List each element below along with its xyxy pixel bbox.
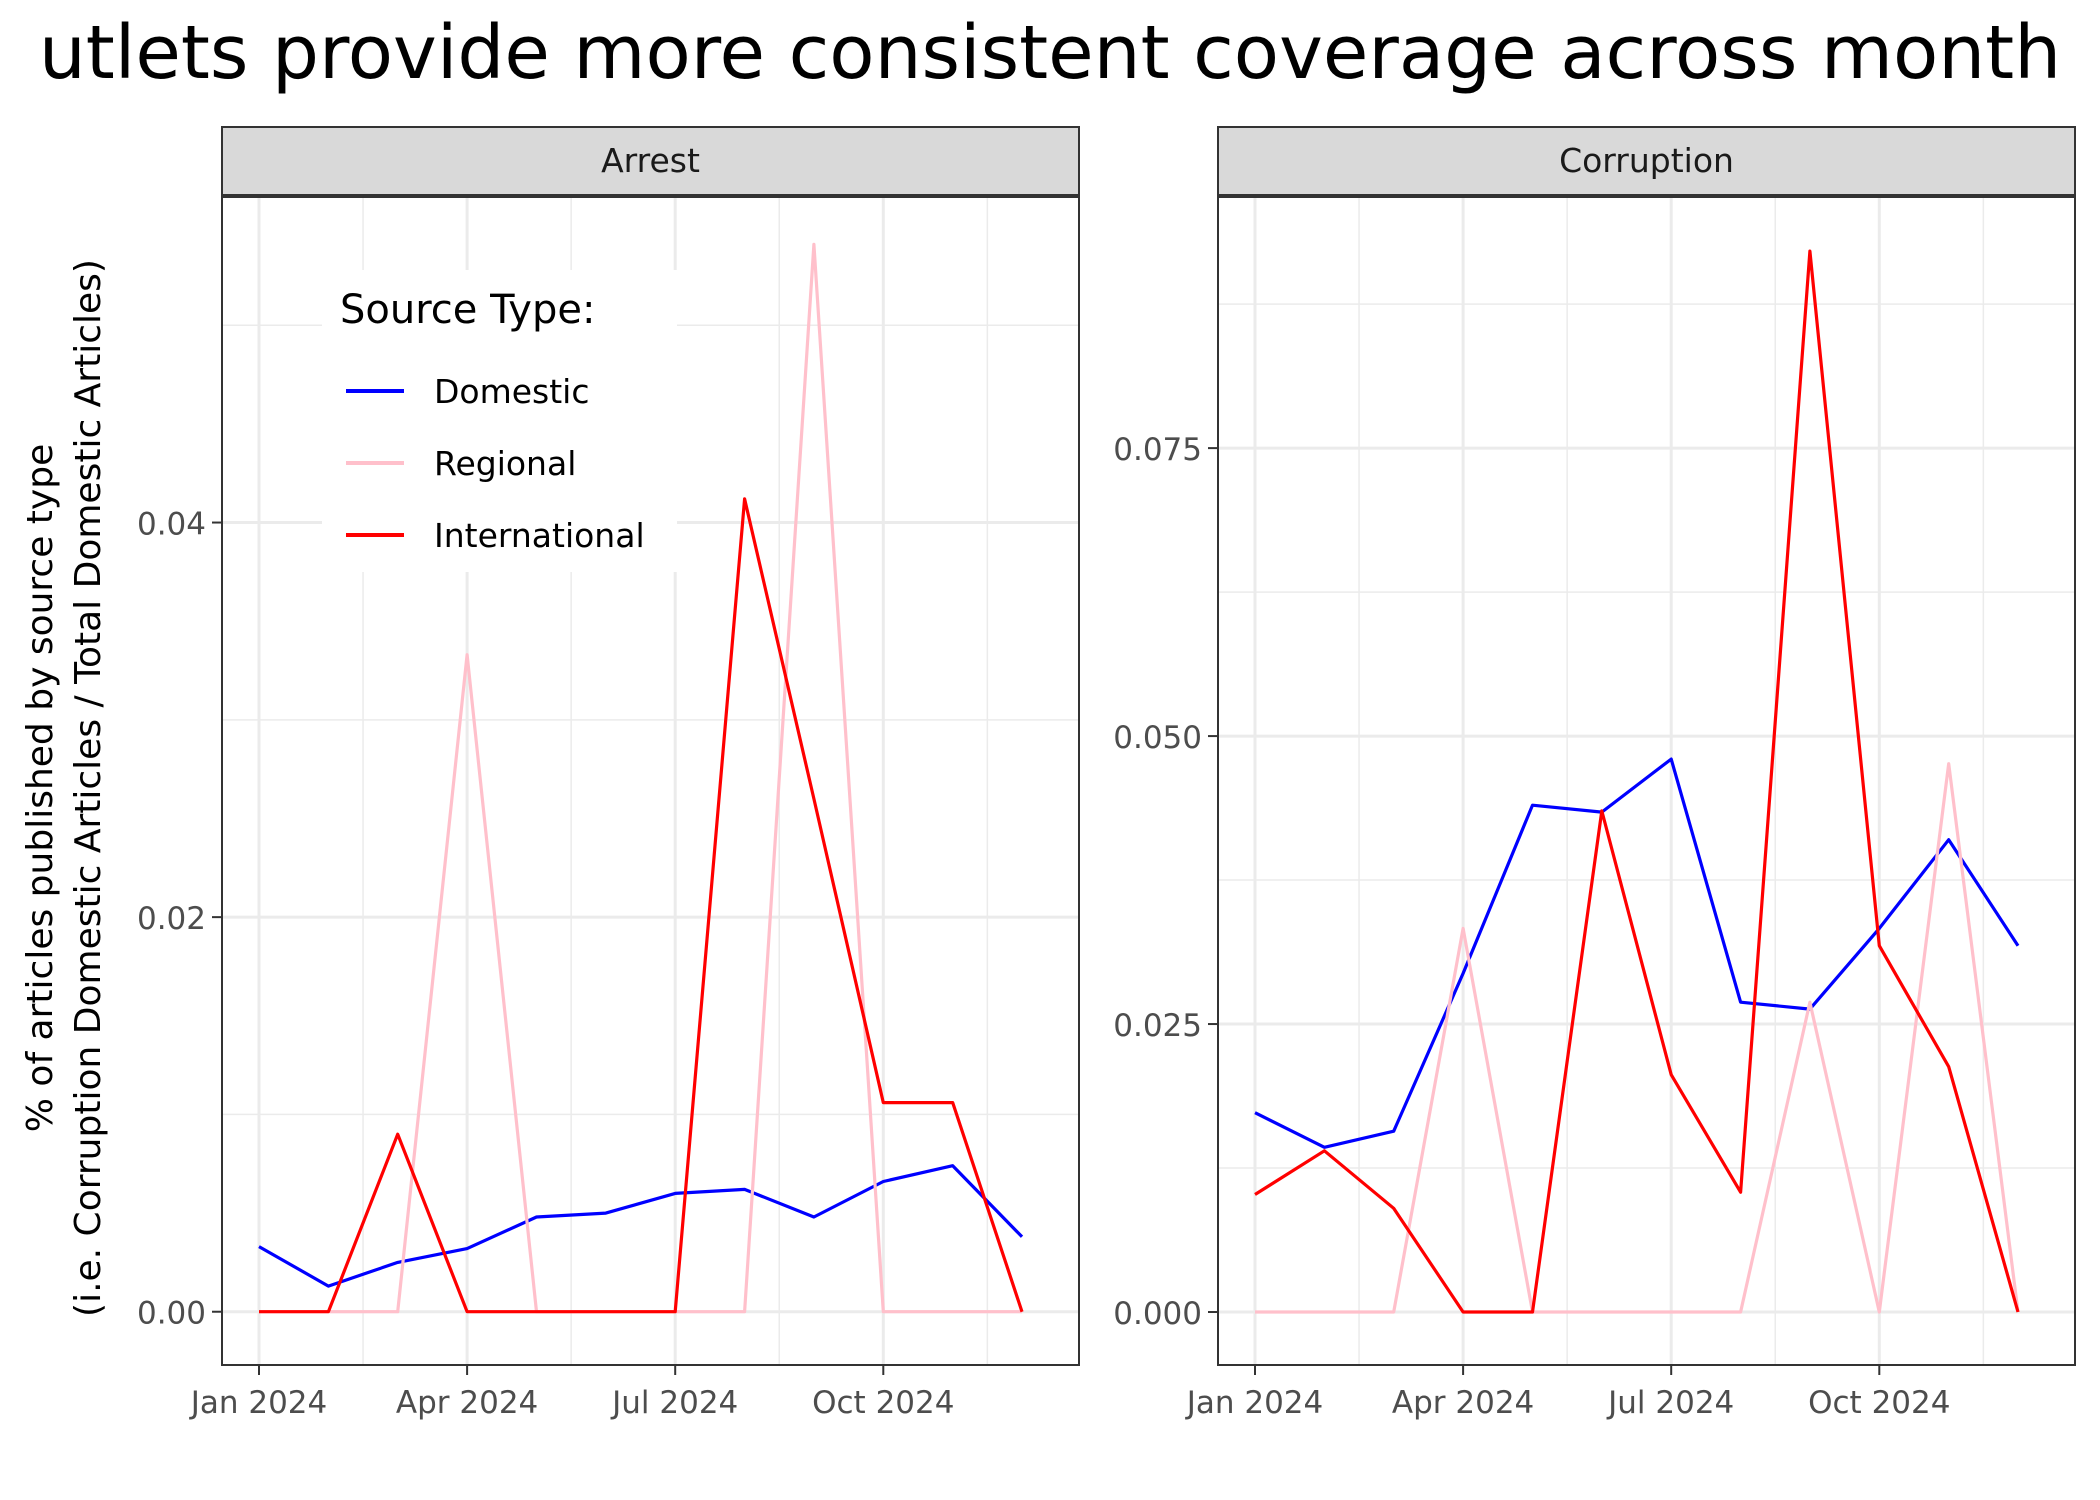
facet-strip-label: Arrest <box>601 141 700 180</box>
legend-background <box>322 270 677 572</box>
legend-item-regional: Regional <box>346 444 576 483</box>
panel-border <box>1217 196 2076 1366</box>
y-tick-label: 0.025 <box>1113 1008 1202 1044</box>
legend-title: Source Type: <box>340 287 595 333</box>
facet-corruption: Corruption 0.000 0.025 0.050 0.075 Jan 2024 Ap… <box>1113 126 2076 1421</box>
x-tick-label: Jul 2024 <box>610 1385 738 1421</box>
y-tick-label: 0.050 <box>1113 720 1202 756</box>
y-tick-label: 0.04 <box>137 507 206 543</box>
legend-label-international: International <box>434 516 645 555</box>
legend-label-regional: Regional <box>434 444 576 483</box>
chart-title: utlets provide more consistent coverage … <box>39 10 2061 96</box>
legend-item-international: International <box>346 516 645 555</box>
series-line-domestic <box>258 1164 1024 1288</box>
series-line-international <box>1254 249 2020 1314</box>
facet-strip <box>221 126 1080 196</box>
x-tick-label: Oct 2024 <box>812 1385 954 1421</box>
y-tick-label: 0.075 <box>1113 432 1202 468</box>
legend: Source Type: Domestic Regional Internati… <box>322 270 677 572</box>
panel-border <box>221 196 1080 1366</box>
x-tick-label: Jan 2024 <box>1185 1385 1324 1421</box>
y-axis-title: % of articles published by source type (… <box>20 259 109 1317</box>
x-tick-label: Jul 2024 <box>1606 1385 1734 1421</box>
y-axis-title-line1: % of articles published by source type <box>20 444 61 1132</box>
x-tick-label: Apr 2024 <box>396 1385 538 1421</box>
x-tick-label: Apr 2024 <box>1392 1385 1534 1421</box>
facet-strip <box>1217 126 2076 196</box>
panel-background <box>1218 197 2075 1365</box>
facet-strip-label: Corruption <box>1559 141 1734 180</box>
x-tick-label: Jan 2024 <box>189 1385 328 1421</box>
legend-item-domestic: Domestic <box>346 372 590 411</box>
x-tick-label: Oct 2024 <box>1808 1385 1950 1421</box>
y-tick-label: 0.00 <box>137 1296 206 1332</box>
series-line-regional <box>1255 762 2020 1314</box>
series-line-international <box>259 497 1024 1314</box>
legend-label-domestic: Domestic <box>434 372 590 411</box>
y-axis-title-line2: (i.e. Corruption Domestic Articles / Tot… <box>68 259 109 1317</box>
y-tick-label: 0.02 <box>137 901 206 937</box>
series-line-domestic <box>1254 757 2020 1149</box>
y-tick-label: 0.000 <box>1113 1296 1202 1332</box>
